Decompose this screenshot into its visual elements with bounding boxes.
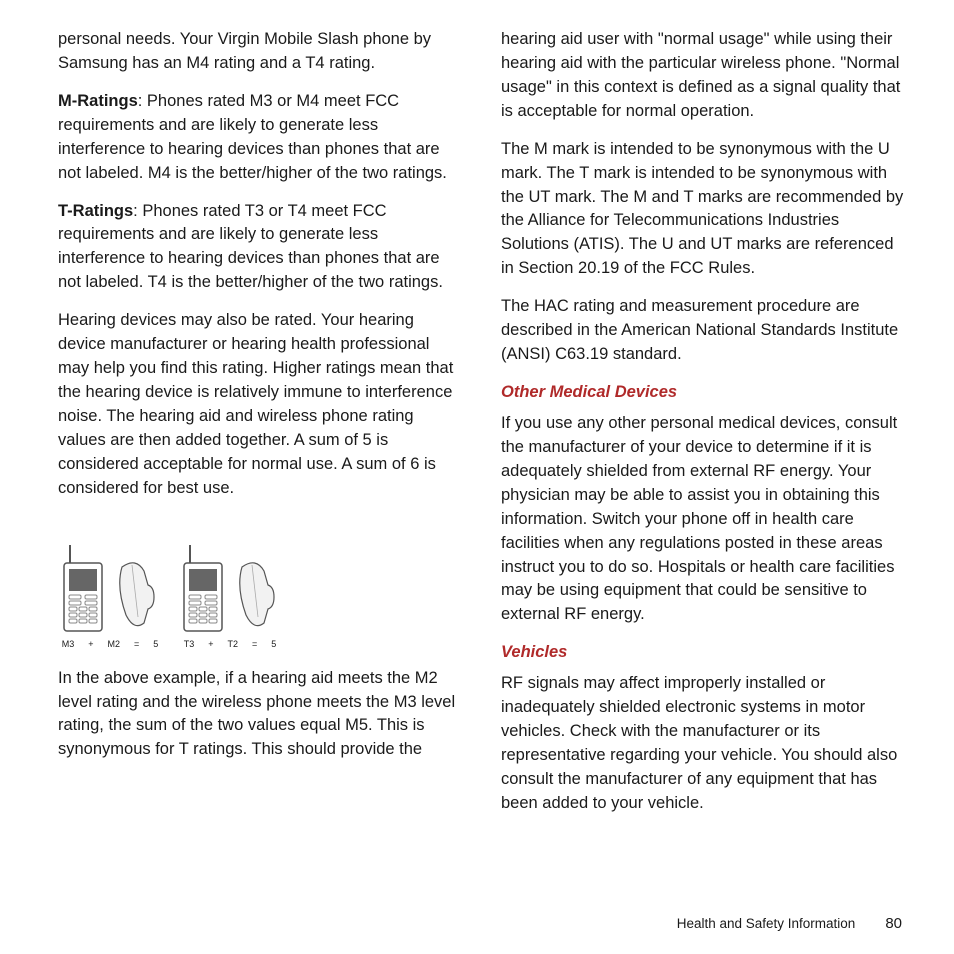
- eq-equals: =: [252, 639, 257, 649]
- right-column: hearing aid user with "normal usage" whi…: [501, 28, 904, 934]
- heading-other-medical: Other Medical Devices: [501, 383, 904, 402]
- para-hac: The HAC rating and measurement procedure…: [501, 295, 904, 367]
- page-container: personal needs. Your Virgin Mobile Slash…: [0, 0, 954, 954]
- eq-equals: =: [134, 639, 139, 649]
- eq-plus: +: [88, 639, 93, 649]
- equation-block-m: M3 + M2 = 5: [58, 545, 162, 649]
- para-intro: personal needs. Your Virgin Mobile Slash…: [58, 28, 461, 76]
- para-normal-usage: hearing aid user with "normal usage" whi…: [501, 28, 904, 124]
- equation-t: T3 + T2 = 5: [184, 639, 277, 649]
- para-hearing-devices: Hearing devices may also be rated. Your …: [58, 309, 461, 500]
- left-column: personal needs. Your Virgin Mobile Slash…: [58, 28, 461, 934]
- para-marks: The M mark is intended to be synonymous …: [501, 138, 904, 282]
- eq-r: 5: [271, 639, 276, 649]
- phone-icon: [58, 545, 108, 633]
- eq-b: T2: [227, 639, 238, 649]
- eq-b: M2: [107, 639, 120, 649]
- hearing-aid-icon: [234, 557, 282, 633]
- m-ratings-label: M-Ratings: [58, 92, 138, 110]
- equation-m: M3 + M2 = 5: [62, 639, 159, 649]
- footer-section: Health and Safety Information: [677, 916, 856, 931]
- heading-vehicles: Vehicles: [501, 643, 904, 662]
- para-m-ratings: M-Ratings: Phones rated M3 or M4 meet FC…: [58, 90, 461, 186]
- para-t-ratings: T-Ratings: Phones rated T3 or T4 meet FC…: [58, 200, 461, 296]
- hearing-aid-icon: [114, 557, 162, 633]
- eq-plus: +: [208, 639, 213, 649]
- para-other-medical: If you use any other personal medical de…: [501, 412, 904, 627]
- footer-page-number: 80: [885, 915, 902, 932]
- phone-aid-pair-t: [178, 545, 282, 633]
- para-vehicles: RF signals may affect improperly install…: [501, 672, 904, 816]
- eq-a: T3: [184, 639, 195, 649]
- rating-diagram: M3 + M2 = 5: [58, 545, 461, 649]
- page-footer: Health and Safety Information 80: [677, 915, 902, 932]
- eq-a: M3: [62, 639, 75, 649]
- phone-icon: [178, 545, 228, 633]
- equation-block-t: T3 + T2 = 5: [178, 545, 282, 649]
- phone-aid-pair-m: [58, 545, 162, 633]
- t-ratings-label: T-Ratings: [58, 202, 133, 220]
- eq-r: 5: [153, 639, 158, 649]
- para-example: In the above example, if a hearing aid m…: [58, 667, 461, 763]
